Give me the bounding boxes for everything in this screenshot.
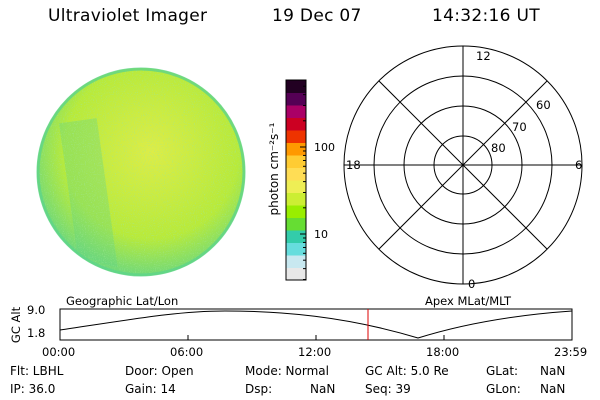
timeline-x-tick-0600: 06:00 (170, 345, 204, 359)
altitude-curve (59, 310, 573, 339)
dsp-label: Dsp: (245, 382, 273, 396)
dsp-value: NaN (310, 382, 336, 396)
glon-label: GLon: (486, 382, 521, 396)
timeline-x-tick-1800: 18:00 (426, 345, 460, 359)
timeline-panel (59, 308, 573, 341)
colorbar-cell (286, 142, 306, 156)
gc-alt-axis-label: GC Alt (9, 306, 23, 344)
colorbar-cell (286, 80, 306, 93)
colorbar-cell (286, 155, 306, 168)
mlat-label-60: 60 (536, 98, 551, 112)
mlat-label-70: 70 (512, 120, 527, 134)
uv-image-rim (36, 67, 246, 277)
mlt-label-0: 0 (468, 277, 476, 291)
mlt-label-6: 6 (575, 158, 583, 172)
glat-value: NaN (540, 364, 566, 378)
colorbar-cell (286, 267, 306, 281)
timeline-x-tick-1200: 12:00 (298, 345, 332, 359)
colorbar-cell (286, 205, 306, 218)
timeline-y-tick-top: 9.0 (27, 303, 46, 317)
door-status: Door: Open (125, 364, 194, 378)
polar-diagonal-2 (378, 80, 548, 250)
filter-value: Flt: LBHL (10, 364, 64, 378)
mlt-label-12: 12 (476, 49, 491, 63)
glat-label: GLat: (486, 364, 519, 378)
gc-alt-value: GC Alt: 5.0 Re (365, 364, 449, 378)
gain-value: Gain: 14 (125, 382, 176, 396)
colorbar-frame (285, 79, 307, 281)
mode-value: Mode: Normal (245, 364, 329, 378)
colorbar-cell (286, 130, 306, 143)
colorbar-cell (286, 255, 306, 268)
colorbar-unit-label: photon cm⁻²s⁻¹ (267, 122, 281, 216)
glon-value: NaN (540, 382, 566, 396)
observation-date: 19 Dec 07 (272, 6, 362, 26)
timeline-x-tick-0000: 00:00 (42, 345, 76, 359)
colorbar-cell (286, 230, 306, 243)
timeline-x-tick-2359: 23:59 (554, 345, 588, 359)
timeline-x-ticks (59, 335, 573, 340)
uv-image-panel (36, 67, 246, 282)
apex-coord-title: Apex MLat/MLT (425, 294, 512, 308)
colorbar: 100 10 (285, 79, 335, 281)
colorbar-cell (286, 192, 306, 206)
seq-value: Seq: 39 (365, 382, 411, 396)
geographic-coord-title: Geographic Lat/Lon (66, 294, 179, 308)
colorbar-cell (286, 117, 306, 131)
colorbar-cell (286, 92, 306, 106)
mlt-label-18: 18 (346, 158, 361, 172)
uv-image-noise (37, 68, 245, 276)
instrument-title: Ultraviolet Imager (48, 6, 208, 26)
mlat-label-80: 80 (491, 141, 506, 155)
colorbar-tick-label: 10 (314, 228, 328, 241)
timeline-y-tick-bottom: 1.8 (27, 326, 46, 340)
colorbar-tick-label: 100 (314, 141, 335, 154)
polar-plot (343, 45, 583, 285)
colorbar-cell (286, 167, 306, 181)
colorbar-cell (286, 217, 306, 231)
colorbar-cell (286, 180, 306, 193)
ip-value: IP: 36.0 (10, 382, 56, 396)
observation-time: 14:32:16 UT (432, 6, 540, 26)
colorbar-cell (286, 105, 306, 118)
colorbar-cell (286, 242, 306, 256)
